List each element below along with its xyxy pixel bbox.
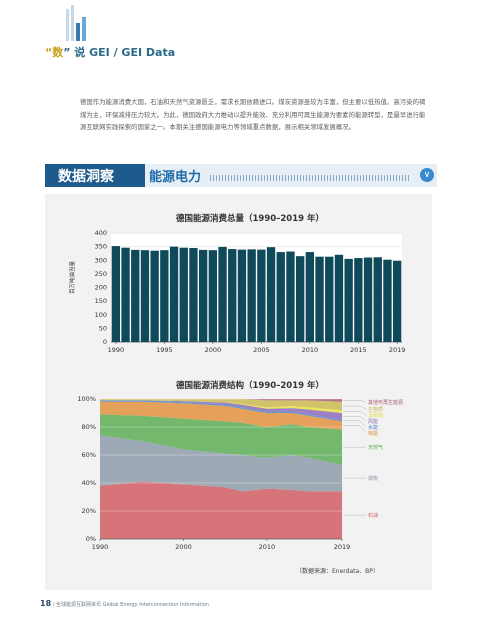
chart1-ytick-label: 0 <box>103 338 107 346</box>
section-divider <box>210 175 410 181</box>
chart1-bar-2004 <box>247 249 256 342</box>
chart1-bar-2001 <box>218 246 227 342</box>
chart1-xtick-label: 1990 <box>108 346 125 354</box>
header-logo-icon <box>66 5 86 41</box>
chart1-ytick-label: 300 <box>95 256 107 264</box>
chart2-leader-other_renew <box>343 400 367 403</box>
chart1-bar-2009 <box>295 256 305 342</box>
chart1-bar-1995 <box>160 250 169 342</box>
chart2-xtick-label: 2019 <box>334 543 351 551</box>
chart2-series-label-biomass: 生物质 <box>368 406 383 413</box>
footer: 18 / 全球能源互联网资讯 Global Energy Interconnec… <box>40 599 209 608</box>
chart2-xtick-label: 2010 <box>259 543 276 551</box>
chart1-bar-1996 <box>169 246 179 342</box>
chart2-series-label-other_renew: 其他可再生能源 <box>368 399 403 406</box>
chart2-series-label-petroleum: 石油 <box>368 512 378 519</box>
chevron-down-icon[interactable]: ∨ <box>420 168 434 182</box>
chart2-series-label-gas: 天然气 <box>368 444 383 451</box>
chart2-leader-solar <box>343 411 367 416</box>
chart1-title: 德国能源消费总量（1990–2019 年） <box>175 214 325 224</box>
chart2-ytick-label: 20% <box>82 507 96 515</box>
header-suffix: ” 说 GEI / GEI Data <box>63 46 176 59</box>
chart1-bar-2018 <box>383 259 392 342</box>
chart1-bar-2017 <box>373 257 382 342</box>
chart1-bar-2006 <box>266 247 276 342</box>
chart2-title: 德国能源消费结构（1990–2019 年） <box>175 381 325 391</box>
chart1-ytick-label: 400 <box>95 229 107 237</box>
chart2-series-solar <box>100 400 342 413</box>
chart2-ytick-label: 100% <box>77 395 96 403</box>
footer-text: / 全球能源互联网资讯 Global Energy Interconnectio… <box>52 602 209 608</box>
chart2-ytick-label: 0% <box>86 535 96 543</box>
chart2-series-label-hydro: 水能 <box>368 424 378 431</box>
chart1-bar-2016 <box>363 257 373 342</box>
chart1-xtick-label: 1995 <box>156 346 173 354</box>
chart1-ytick-label: 250 <box>95 270 107 278</box>
chart2-series-hydro <box>100 400 342 422</box>
chart2-series-petroleum <box>100 481 342 539</box>
chart1-ytick-label: 200 <box>95 284 107 292</box>
chart2-xtick-label: 1990 <box>92 543 109 551</box>
section-sub: 能源电力 <box>149 170 202 185</box>
chart1-bar-1990 <box>111 246 121 342</box>
chart1-bar-2002 <box>228 249 237 342</box>
chart1-bar-2011 <box>315 256 324 342</box>
chart1-ytick-label: 150 <box>95 297 107 305</box>
chart1-bar-2010 <box>305 252 315 342</box>
chart1-xtick-label: 2019 <box>389 346 406 354</box>
chart1-bar-2012 <box>325 256 334 342</box>
chart1-bar-2015 <box>354 258 363 342</box>
header-title: “数” 说 GEI / GEI Data <box>45 44 175 60</box>
chart1-bar-1992 <box>131 249 140 342</box>
header-num: 数 <box>52 46 64 59</box>
chart1-bar-1991 <box>121 247 130 342</box>
chart1-bar-2014 <box>344 258 353 342</box>
chart1-xtick-label: 2010 <box>302 346 319 354</box>
chart2-series-label-solar: 太阳能 <box>368 412 383 419</box>
chart2-series-label-nuclear: 核能 <box>368 430 378 437</box>
chart2-series-biomass <box>100 399 342 411</box>
quote-open: “ <box>45 46 53 59</box>
chart2-series-coal <box>100 435 342 492</box>
chart1-ytick-label: 350 <box>95 243 107 251</box>
chart1-bar-2003 <box>237 249 247 342</box>
chart1-xtick-label: 2005 <box>253 346 270 354</box>
chart2-ytick-label: 80% <box>82 423 96 431</box>
chart1-bar-2000 <box>208 250 218 342</box>
chart2-xtick-label: 2000 <box>175 543 192 551</box>
chart1-bar-2013 <box>334 254 344 342</box>
chart2-leader-nuclear <box>343 425 367 434</box>
chart1-bar-2005 <box>257 249 266 342</box>
chart2-ytick-label: 60% <box>82 451 96 459</box>
data-source: （数据来源：Enerdata、BP） <box>296 568 379 575</box>
chart1-bar-1994 <box>150 250 159 342</box>
chart2-leader-wind <box>343 416 367 422</box>
chart1-bar-1999 <box>198 249 208 342</box>
chart1-bar-2019 <box>392 260 402 342</box>
chart1-ytick-label: 50 <box>99 324 107 332</box>
chart2-series-wind <box>100 400 342 420</box>
chart2-leader-biomass <box>343 405 367 410</box>
section-label: 数据洞察 <box>58 169 114 185</box>
chart2-series-label-wind: 风能 <box>368 418 378 425</box>
chart1-bar-2008 <box>286 251 295 342</box>
chart1-ytick-label: 100 <box>95 311 107 319</box>
chart1-xtick-label: 2015 <box>350 346 367 354</box>
chart1-bar-2007 <box>276 252 285 342</box>
page-number: 18 <box>40 599 52 608</box>
chart1-xtick-label: 2000 <box>205 346 222 354</box>
chart2-ytick-label: 40% <box>82 479 96 487</box>
section-label-bg <box>45 164 145 187</box>
chart1-bar-1997 <box>179 247 188 342</box>
chart1-bar-1993 <box>140 250 150 342</box>
chart2-series-label-coal: 煤炭 <box>368 475 378 482</box>
intro-paragraph: 德国作为能源消费大国，石油和天然气资源匮乏，需求长期依赖进口。煤炭资源虽较为丰富… <box>80 99 426 132</box>
chart2-series-other_renew <box>100 399 342 402</box>
chart2-leader-hydro <box>343 420 367 428</box>
chart2-series-nuclear <box>100 401 342 430</box>
chart1-bar-1998 <box>189 247 198 342</box>
